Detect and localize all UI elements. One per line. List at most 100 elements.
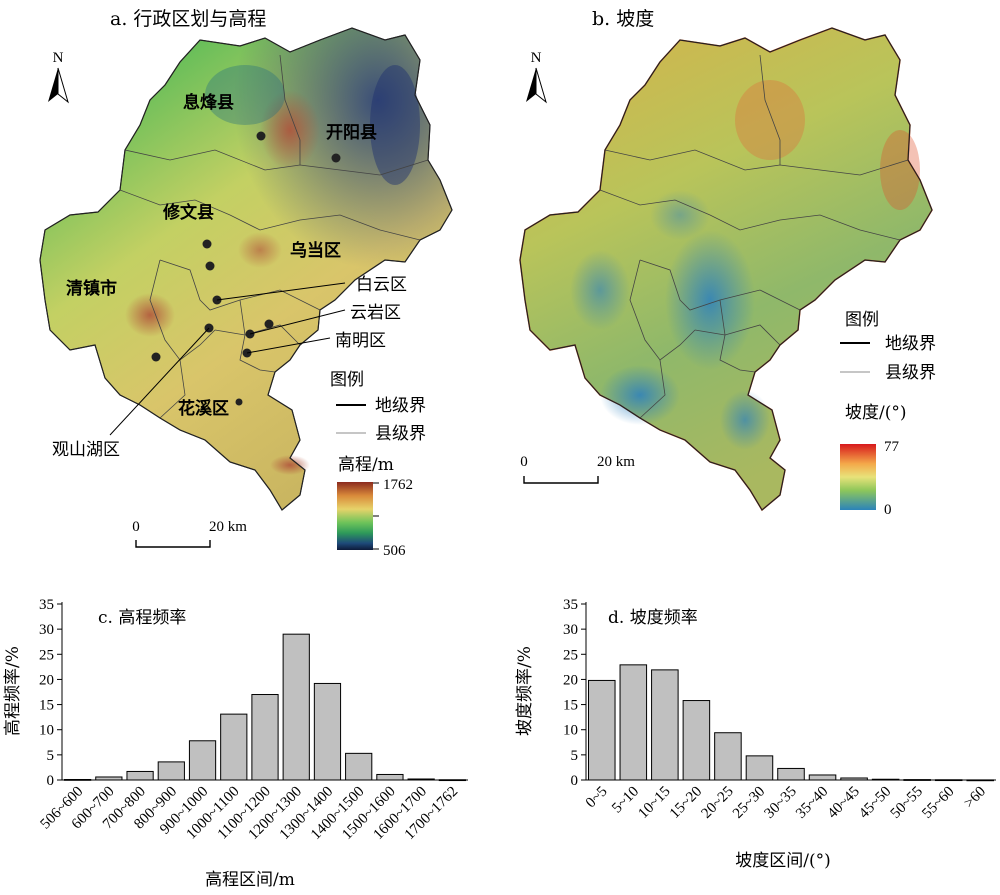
scale-bar-a	[135, 540, 211, 548]
chart-c-bar-3	[157, 761, 185, 781]
legend-county-label-a: 县级界	[375, 424, 426, 444]
chart-c-ytick-label: 5	[47, 748, 55, 764]
chart-d-xtick-label: >60	[961, 784, 989, 812]
label-qingzhen: 清镇市	[66, 278, 117, 299]
chart-d-xtick-label: 20~25	[698, 784, 736, 822]
chart-c-xlabel: 高程区间/m	[205, 870, 295, 890]
chart-d-ytick-label: 20	[563, 672, 578, 688]
elevation-colorbar-title: 高程/m	[338, 455, 394, 475]
chart-d-bar-12	[966, 779, 995, 782]
chart-d-xtick-label: 40~45	[825, 784, 863, 822]
seat-xiuwen	[202, 239, 212, 249]
chart-d-ytick-label: 25	[563, 647, 578, 663]
chart-d-xtick-label: 45~50	[856, 784, 894, 822]
chart-c-ytick-label: 0	[47, 773, 55, 789]
label-xifeng: 息烽县	[183, 92, 234, 113]
slope-colorbar	[840, 444, 876, 510]
chart-c-bar-7	[282, 633, 310, 781]
chart-d-xtick-label: 10~15	[635, 784, 673, 822]
chart-c-bar-5	[220, 713, 248, 781]
chart-d-bar-8	[840, 777, 868, 781]
chart-d-bar-7	[808, 774, 837, 781]
elevation-colorbar	[337, 482, 373, 550]
chart-c-bar-6	[251, 694, 279, 781]
label-nanming: 南明区	[335, 331, 386, 351]
chart-d-ylabel: 坡度频率/%	[515, 646, 535, 736]
chart-c-ylabel: 高程频率/%	[3, 646, 23, 736]
chart-c-ytick-label: 30	[39, 622, 54, 638]
north-label-a: N	[53, 50, 64, 66]
chart-d-ytick-label: 5	[571, 748, 579, 764]
chart-d-ytick-label: 30	[563, 622, 578, 638]
label-kaiyang: 开阳县	[326, 123, 377, 143]
chart-d-bar-9	[871, 778, 900, 781]
legend-title-a: 图例	[330, 370, 364, 390]
chart-c-bar-4	[188, 740, 217, 781]
label-guanshanhu: 观山湖区	[52, 440, 120, 460]
chart-d-bar-11	[934, 779, 963, 782]
chart-c-bar-12	[438, 779, 466, 782]
chart-d-xtick-label: 55~60	[919, 784, 957, 822]
chart-c-bar-0	[64, 778, 92, 781]
chart-c-ytick-label: 15	[39, 698, 54, 714]
slope-colorbar-max: 77	[884, 439, 900, 455]
scale-length-a: 20 km	[209, 519, 247, 535]
chart-c-title: c. 高程频率	[98, 608, 186, 628]
north-arrow-a	[48, 67, 69, 104]
chart-d-ytick-label: 0	[571, 773, 579, 789]
chart-d-xtick-label: 0~5	[583, 784, 611, 812]
elevation-map	[39, 27, 453, 550]
elevation-frequency-chart: c. 高程频率 高程区间/m 高程频率/% 05101520253035506~…	[3, 597, 468, 890]
slope-colorbar-min: 0	[884, 502, 892, 518]
slope-map	[519, 27, 933, 512]
prefecture-boundary-a	[39, 27, 453, 511]
chart-c-bar-9	[345, 752, 373, 781]
chart-c-ytick-label: 35	[39, 597, 54, 613]
chart-d-xtick-label: 15~20	[667, 784, 705, 822]
chart-d-axes	[585, 602, 996, 781]
seat-huaxi	[235, 398, 243, 406]
chart-c-ytick-label: 20	[39, 672, 54, 688]
legend-county-label-b: 县级界	[885, 363, 936, 383]
county-boundaries-a	[119, 54, 429, 419]
county-boundaries-b	[599, 54, 909, 419]
chart-c-ytick-label: 25	[39, 647, 54, 663]
chart-d-ytick-label: 15	[563, 698, 578, 714]
label-wudang: 乌当区	[290, 240, 341, 261]
chart-d-bar-0	[588, 679, 616, 781]
prefecture-boundary-b	[519, 27, 933, 511]
chart-d-bar-1	[619, 664, 648, 781]
chart-d-bar-4	[714, 732, 742, 781]
elevation-colorbar-max: 1762	[383, 477, 413, 493]
chart-c-bar-10	[376, 773, 404, 781]
elevation-colorbar-min: 506	[383, 543, 406, 559]
chart-c-bar-1	[95, 776, 123, 781]
slope-frequency-chart: d. 坡度频率 坡度区间/(°) 坡度频率/% 0 5 10 15 20 25 30 35 0~…	[515, 597, 996, 871]
seat-wudang	[205, 261, 215, 271]
chart-d-xtick-label: 25~30	[730, 784, 768, 822]
chart-d-xlabel: 坡度区间/(°)	[735, 851, 831, 871]
scale-zero-a: 0	[132, 519, 140, 535]
leader-lines	[109, 282, 346, 436]
chart-d-bar-2	[651, 669, 679, 781]
label-yunyan: 云岩区	[350, 303, 401, 323]
panel-a-title: a. 行政区划与高程	[110, 8, 267, 30]
chart-d-ytick-label: 35	[563, 597, 578, 613]
elevation-colorbar-ticks	[373, 482, 379, 550]
chart-c-bar-11	[407, 778, 435, 781]
label-huaxi: 花溪区	[178, 398, 229, 419]
panel-b-title: b. 坡度	[592, 8, 655, 30]
slope-colorbar-title: 坡度/(°)	[845, 403, 907, 423]
seat-qingzhen	[151, 352, 161, 362]
chart-d-xtick-label: 35~40	[793, 784, 831, 822]
chart-c-bar-2	[126, 770, 154, 781]
chart-d-bar-3	[682, 700, 711, 781]
chart-d-xtick-label: 50~55	[888, 784, 926, 822]
label-xiuwen: 修文县	[162, 202, 214, 223]
legend-title-b: 图例	[845, 310, 879, 330]
scale-bar-b	[523, 476, 599, 484]
chart-c-bar-8	[313, 682, 342, 781]
chart-d-title: d. 坡度频率	[608, 608, 698, 628]
north-label-b: N	[531, 50, 542, 66]
